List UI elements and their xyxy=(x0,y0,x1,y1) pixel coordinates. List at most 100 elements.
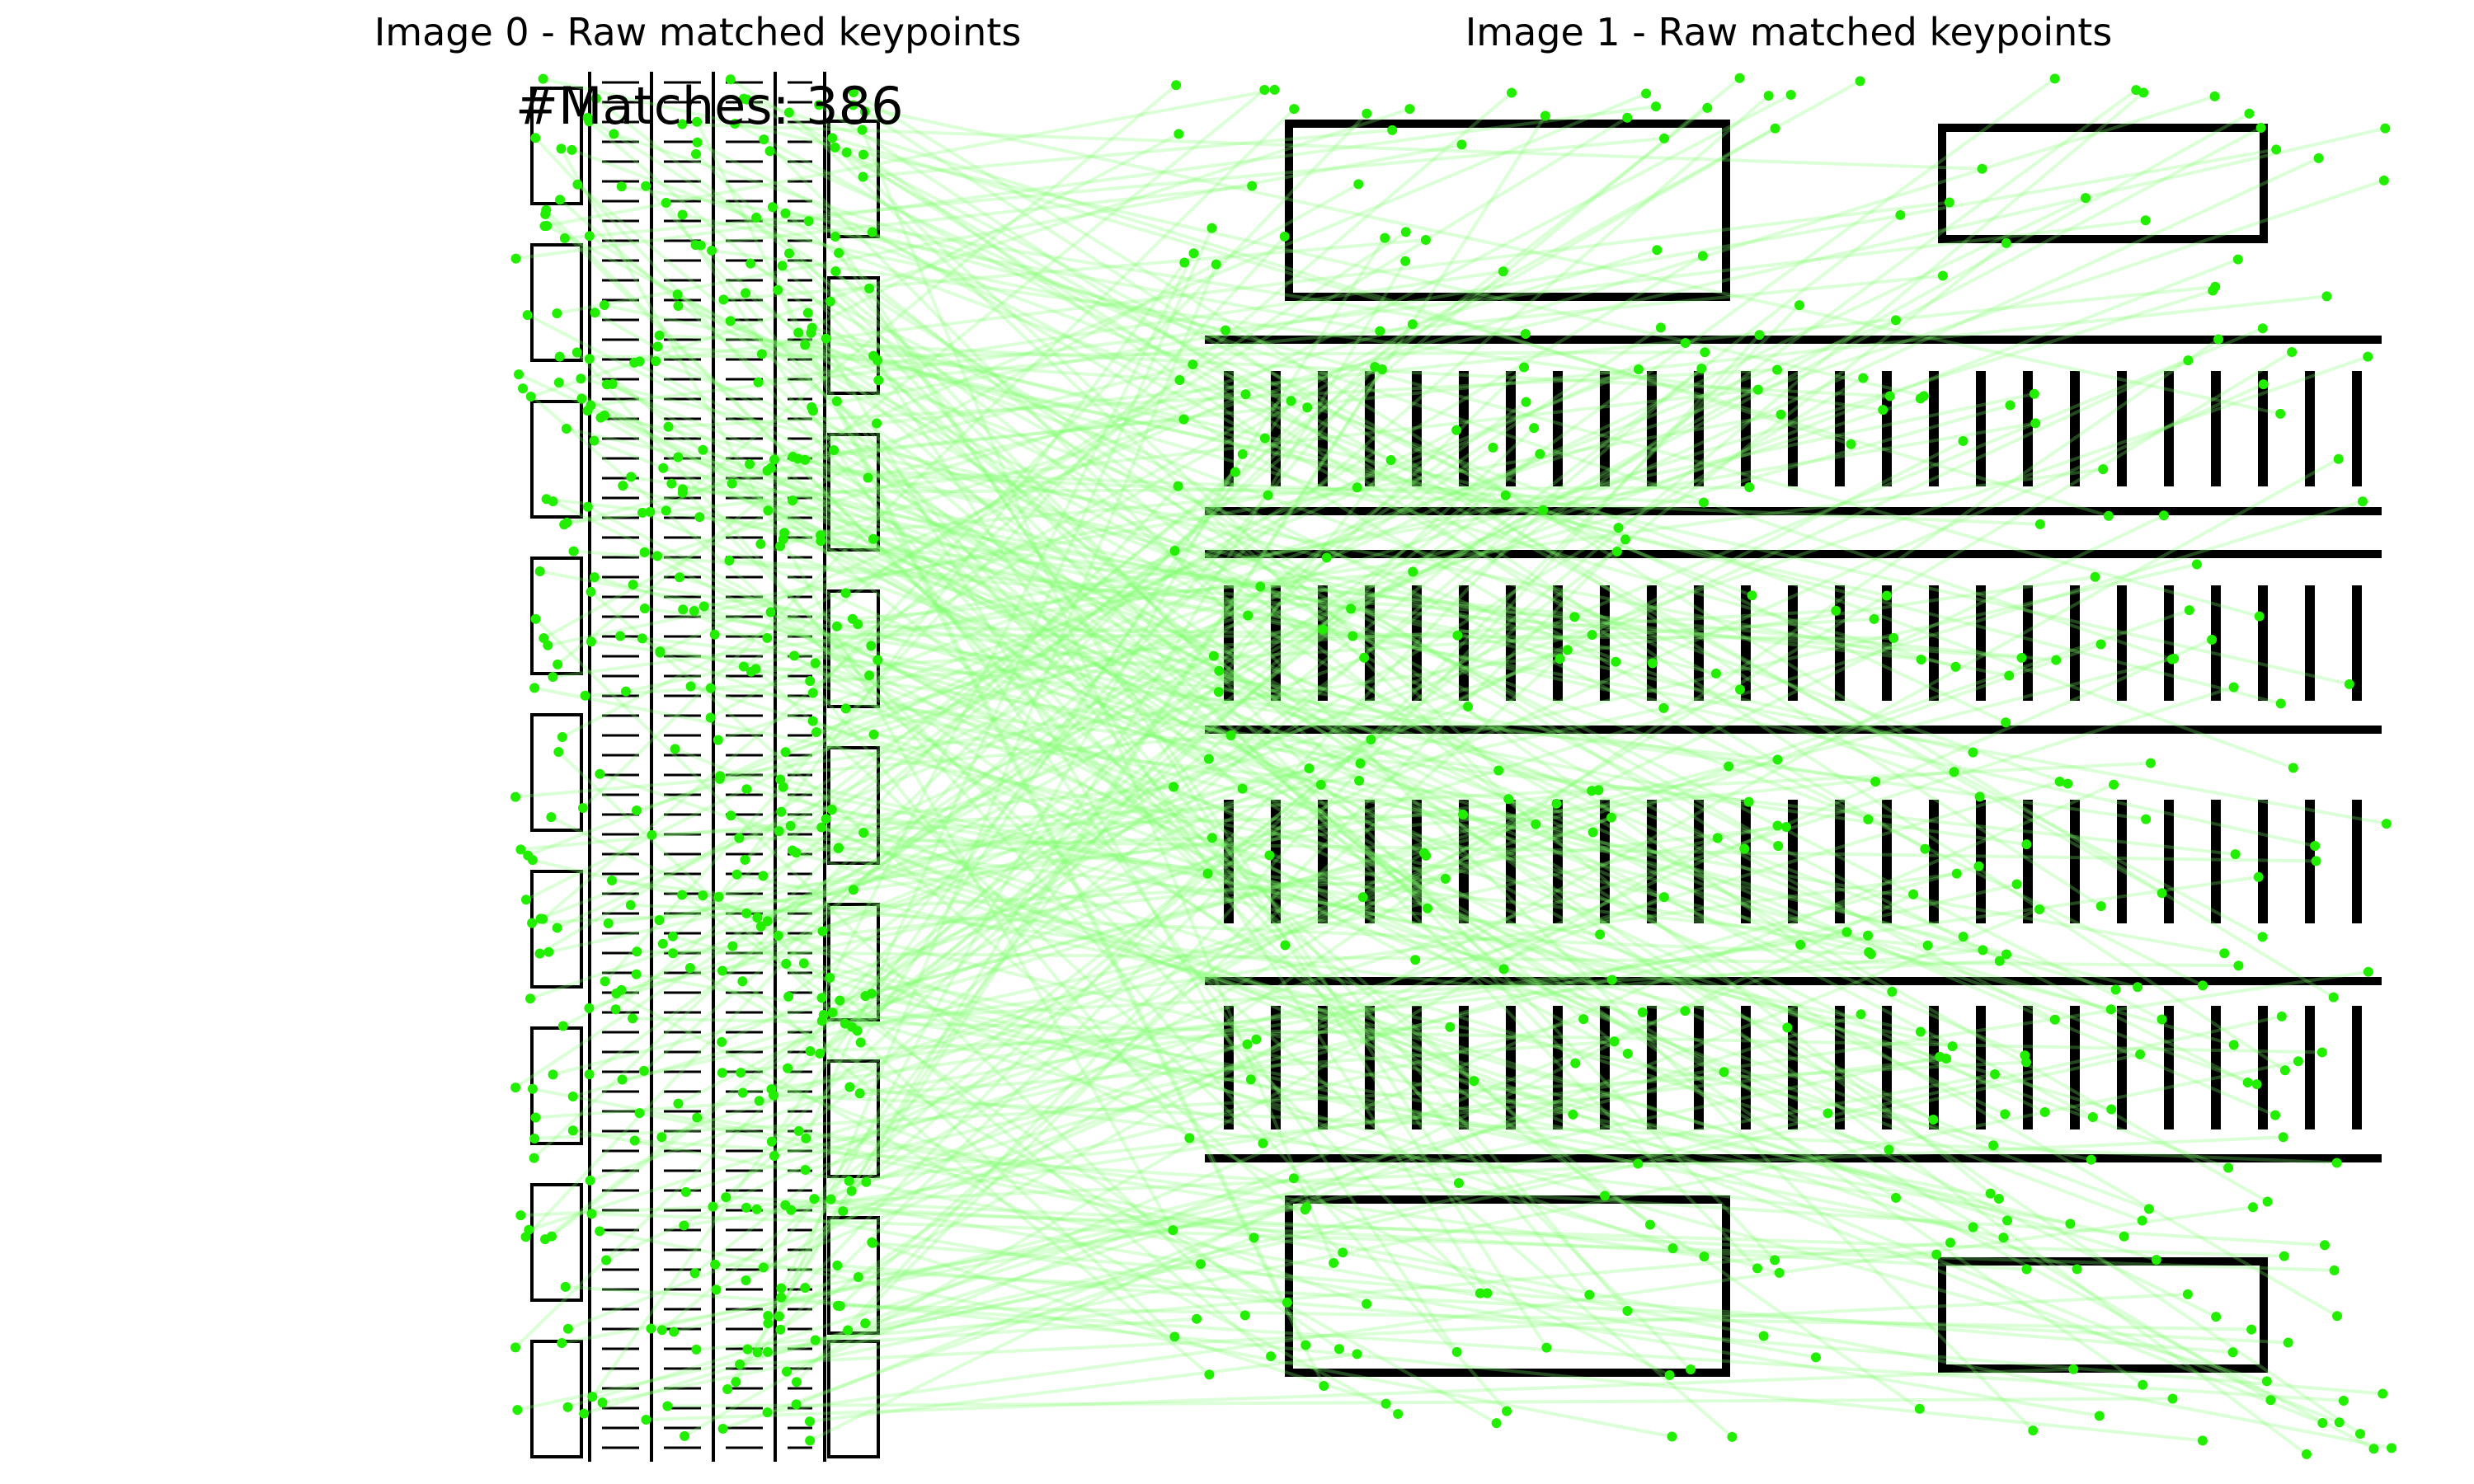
keypoint-image-1 xyxy=(1881,590,1892,601)
keypoint-image-1 xyxy=(1354,775,1365,786)
keypoint-image-0 xyxy=(655,647,666,658)
keypoint-image-1 xyxy=(1237,783,1248,794)
keypoint-image-1 xyxy=(1908,889,1919,899)
keypoint-image-1 xyxy=(1763,91,1774,101)
keypoint-image-0 xyxy=(597,1397,608,1408)
keypoint-image-1 xyxy=(2310,841,2321,852)
match-line xyxy=(844,116,1629,595)
keypoint-image-1 xyxy=(1993,1194,2004,1205)
keypoint-image-0 xyxy=(529,683,540,693)
match-line xyxy=(845,707,2225,956)
keypoint-image-0 xyxy=(825,972,835,983)
match-line xyxy=(572,801,1558,1098)
keypoint-image-1 xyxy=(1520,329,1531,340)
keypoint-image-1 xyxy=(1321,552,1332,563)
keypoint-image-1 xyxy=(1680,1006,1691,1017)
keypoint-image-1 xyxy=(1269,84,1280,95)
match-line xyxy=(839,998,2004,1240)
keypoint-image-1 xyxy=(1937,270,1948,281)
match-line xyxy=(773,458,1606,1197)
keypoint-image-0 xyxy=(510,791,521,802)
match-line xyxy=(594,575,2235,1047)
keypoint-image-1 xyxy=(1370,362,1380,373)
match-line xyxy=(837,1263,2383,1396)
match-line xyxy=(721,359,2189,1044)
keypoint-image-1 xyxy=(2381,819,2392,829)
keypoint-image-1 xyxy=(2001,717,2011,728)
keypoint-image-0 xyxy=(698,444,708,455)
keypoint-image-1 xyxy=(1286,396,1296,406)
match-line xyxy=(599,772,2078,1271)
keypoint-image-1 xyxy=(1506,87,1517,98)
keypoint-image-0 xyxy=(776,1292,787,1303)
keypoint-image-1 xyxy=(1949,767,1959,777)
keypoint-image-0 xyxy=(610,1004,621,1015)
match-line xyxy=(682,213,1226,332)
match-line xyxy=(810,1025,1451,1053)
match-line xyxy=(576,351,1508,1412)
keypoint-image-0 xyxy=(858,149,869,160)
keypoint-image-1 xyxy=(1711,668,1722,679)
keypoint-image-0 xyxy=(826,804,837,815)
keypoint-image-1 xyxy=(1644,1219,1655,1230)
keypoint-image-1 xyxy=(2095,639,2106,650)
keypoint-image-0 xyxy=(777,261,788,271)
keypoint-image-0 xyxy=(527,918,538,928)
keypoint-image-1 xyxy=(1469,1076,1479,1087)
keypoint-image-1 xyxy=(2357,496,2368,507)
keypoint-image-0 xyxy=(652,551,663,561)
keypoint-image-1 xyxy=(2020,1050,2030,1061)
keypoint-image-1 xyxy=(1968,1222,1978,1233)
keypoint-image-0 xyxy=(816,993,827,1003)
match-line xyxy=(702,448,1964,939)
keypoint-image-0 xyxy=(754,1096,764,1106)
keypoint-image-0 xyxy=(817,926,828,937)
keypoint-image-0 xyxy=(620,686,631,697)
keypoint-image-0 xyxy=(718,294,729,305)
match-line xyxy=(605,514,2165,1262)
keypoint-image-1 xyxy=(1890,315,1901,326)
keypoint-image-0 xyxy=(765,607,776,618)
match-line xyxy=(857,421,2036,627)
match-line xyxy=(684,970,2369,1228)
keypoint-image-0 xyxy=(639,603,650,613)
keypoint-image-0 xyxy=(616,984,627,995)
keypoint-image-0 xyxy=(553,747,564,758)
keypoint-image-0 xyxy=(835,995,845,1006)
layout-block xyxy=(1285,120,1730,301)
keypoint-image-1 xyxy=(1169,545,1180,556)
keypoint-image-1 xyxy=(1869,613,1879,624)
match-line xyxy=(604,414,2046,1114)
keypoint-image-1 xyxy=(1333,1344,1344,1355)
match-line xyxy=(821,767,1310,933)
keypoint-image-0 xyxy=(652,341,663,352)
keypoint-image-1 xyxy=(1994,956,2005,966)
match-line xyxy=(788,251,1577,1064)
keypoint-image-1 xyxy=(2333,453,2344,464)
layout-cell xyxy=(827,120,880,238)
keypoint-image-1 xyxy=(1362,108,1372,119)
match-line xyxy=(785,961,1639,1166)
match-line xyxy=(837,655,1365,850)
match-line xyxy=(682,485,1750,495)
match-line xyxy=(657,345,1180,382)
keypoint-image-0 xyxy=(579,1408,590,1419)
match-line xyxy=(767,509,2026,1057)
match-line xyxy=(543,182,1360,640)
keypoint-image-0 xyxy=(825,296,835,307)
keypoint-image-0 xyxy=(755,921,766,932)
keypoint-image-1 xyxy=(2363,351,2373,362)
keypoint-image-0 xyxy=(634,1108,645,1119)
keypoint-image-1 xyxy=(1633,1158,1644,1169)
match-line xyxy=(659,650,2150,1211)
keypoint-image-0 xyxy=(840,588,851,599)
match-line xyxy=(779,95,2216,548)
keypoint-image-0 xyxy=(821,814,831,824)
keypoint-image-0 xyxy=(534,948,545,959)
match-line xyxy=(580,377,1328,560)
match-line xyxy=(557,750,1176,1338)
keypoint-image-1 xyxy=(1697,251,1708,261)
keypoint-image-1 xyxy=(1772,364,1783,375)
keypoint-image-1 xyxy=(1587,786,1597,796)
match-line xyxy=(674,747,2340,1425)
